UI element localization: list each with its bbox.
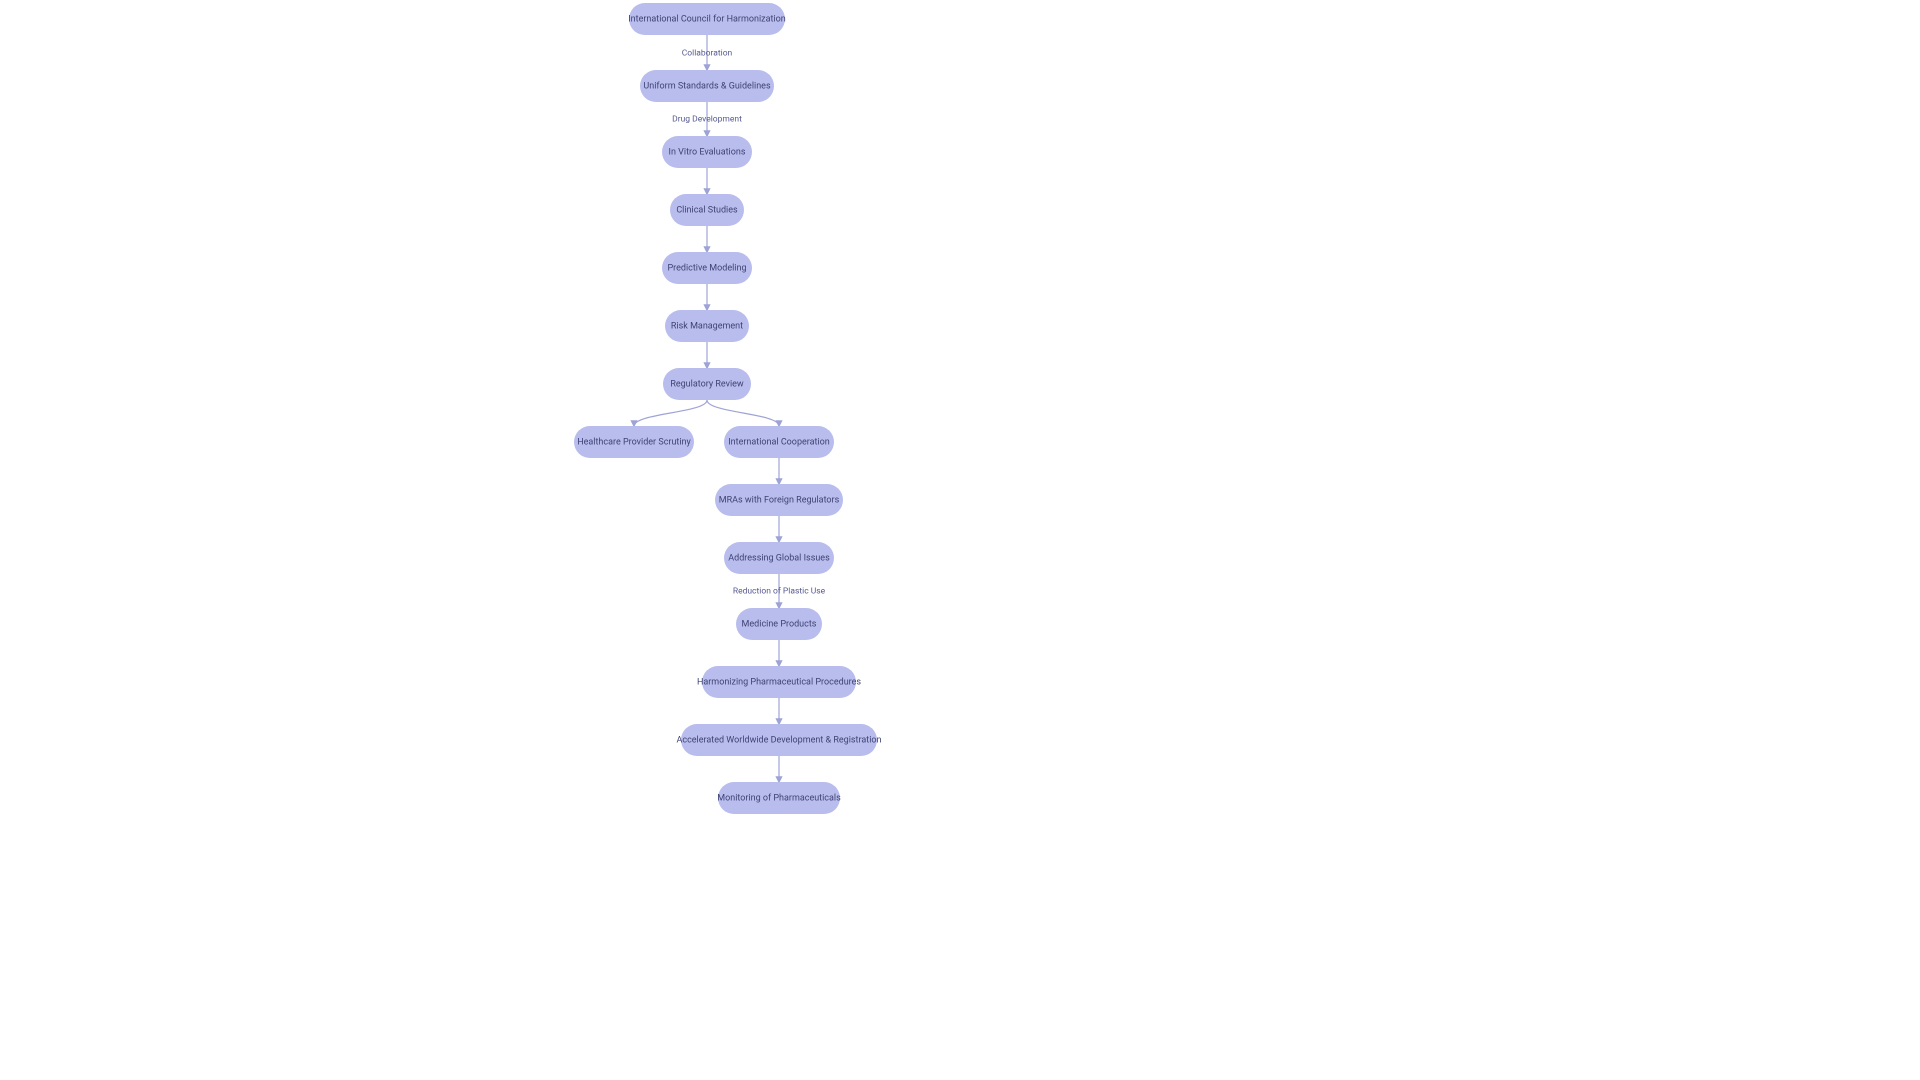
edge-label-global-medicine: Reduction of Plastic Use bbox=[733, 586, 826, 596]
edge-label-uniform-invitro: Drug Development bbox=[672, 114, 742, 124]
node-global: Addressing Global Issues bbox=[724, 542, 834, 574]
node-harmonize: Harmonizing Pharmaceutical Procedures bbox=[697, 666, 861, 698]
node-review: Regulatory Review bbox=[663, 368, 751, 400]
edge-review-provider bbox=[634, 400, 707, 426]
node-label-invitro: In Vitro Evaluations bbox=[669, 147, 746, 157]
node-label-predict: Predictive Modeling bbox=[667, 263, 746, 273]
node-label-clinical: Clinical Studies bbox=[676, 205, 738, 215]
edge-label-ich-uniform: Collaboration bbox=[682, 48, 733, 58]
node-label-harmonize: Harmonizing Pharmaceutical Procedures bbox=[697, 677, 861, 687]
node-label-monitor: Monitoring of Pharmaceuticals bbox=[717, 793, 841, 803]
flowchart-canvas: International Council for Harmonization U… bbox=[0, 0, 1920, 1080]
node-ich: International Council for Harmonization bbox=[628, 3, 786, 35]
node-risk: Risk Management bbox=[665, 310, 749, 342]
node-label-medicine: Medicine Products bbox=[742, 619, 817, 629]
node-label-mras: MRAs with Foreign Regulators bbox=[719, 495, 840, 505]
node-accel: Accelerated Worldwide Development & Regi… bbox=[676, 724, 881, 756]
node-label-global: Addressing Global Issues bbox=[728, 553, 830, 563]
node-invitro: In Vitro Evaluations bbox=[662, 136, 752, 168]
node-uniform: Uniform Standards & Guidelines bbox=[640, 70, 774, 102]
node-label-uniform: Uniform Standards & Guidelines bbox=[643, 81, 771, 91]
edge-review-intlcoop bbox=[707, 400, 779, 426]
node-monitor: Monitoring of Pharmaceuticals bbox=[717, 782, 841, 814]
node-label-provider: Healthcare Provider Scrutiny bbox=[577, 437, 691, 447]
node-mras: MRAs with Foreign Regulators bbox=[715, 484, 843, 516]
node-label-review: Regulatory Review bbox=[670, 379, 744, 389]
node-intlcoop: International Cooperation bbox=[724, 426, 834, 458]
node-label-ich: International Council for Harmonization bbox=[628, 14, 786, 24]
node-label-intlcoop: International Cooperation bbox=[728, 437, 830, 447]
node-predict: Predictive Modeling bbox=[662, 252, 752, 284]
node-clinical: Clinical Studies bbox=[670, 194, 744, 226]
node-label-accel: Accelerated Worldwide Development & Regi… bbox=[676, 735, 881, 745]
node-label-risk: Risk Management bbox=[671, 321, 743, 331]
node-provider: Healthcare Provider Scrutiny bbox=[574, 426, 694, 458]
node-medicine: Medicine Products bbox=[736, 608, 822, 640]
